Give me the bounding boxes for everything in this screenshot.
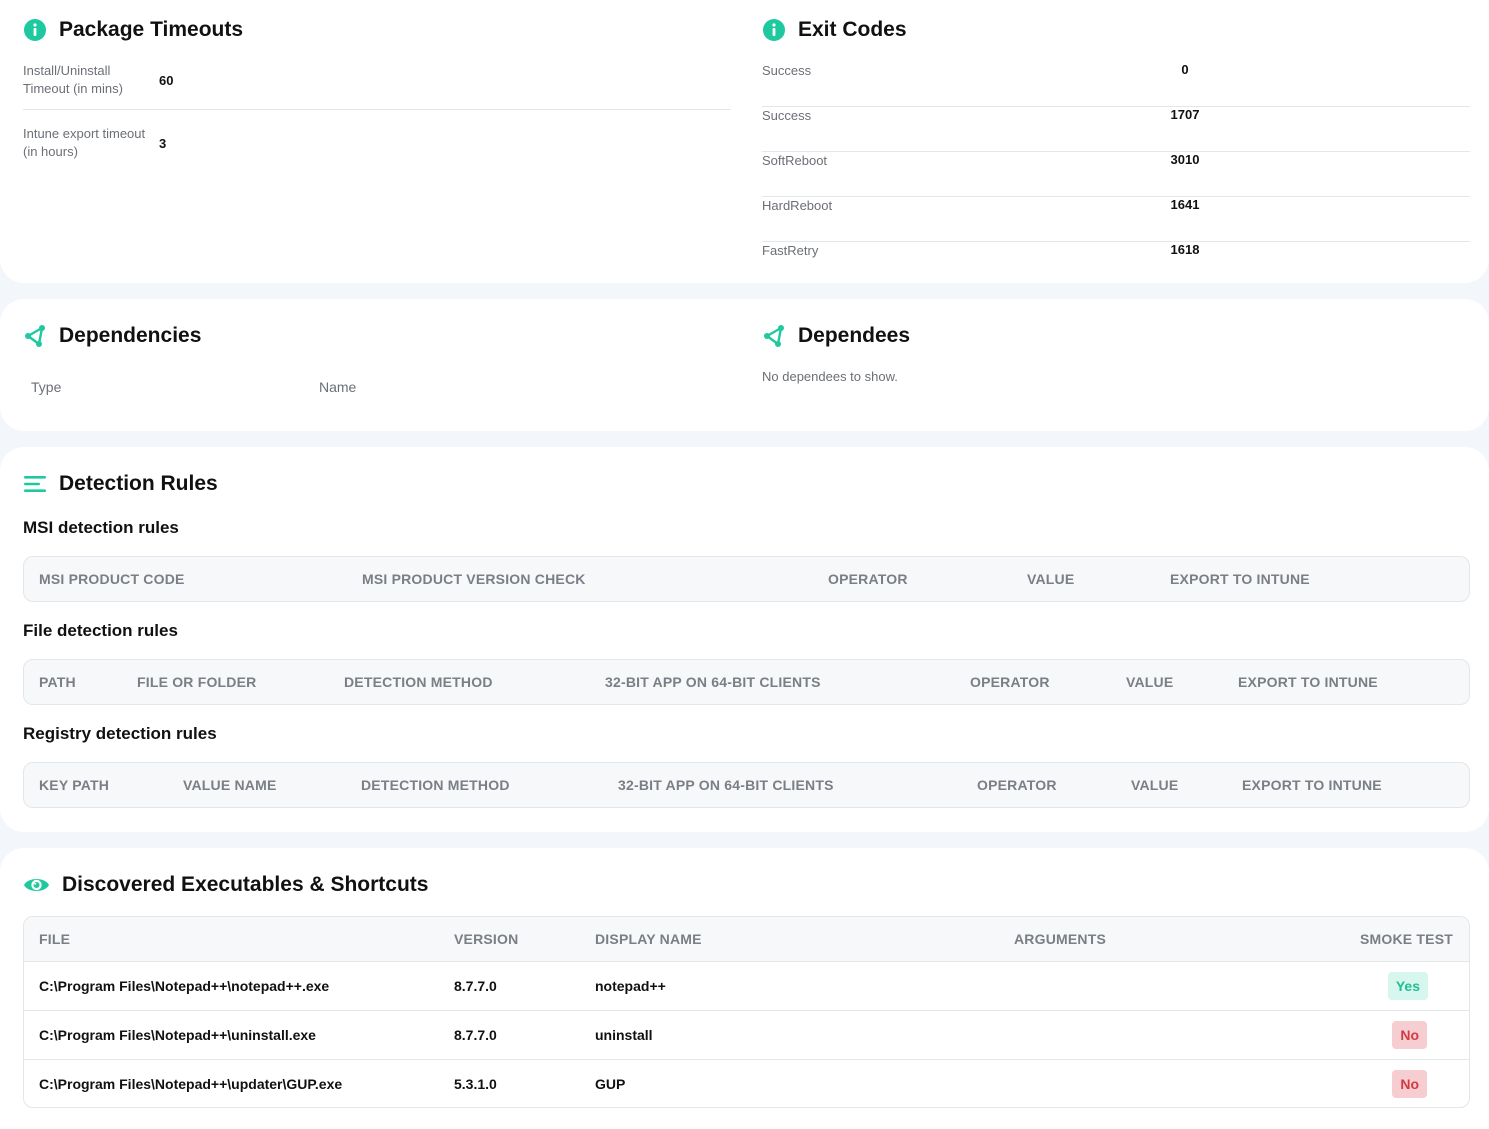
- column-header-arguments[interactable]: ARGUMENTS: [1014, 931, 1107, 947]
- dependees-empty-text: No dependees to show.: [762, 369, 898, 384]
- dependencies-title: Dependencies: [23, 324, 201, 348]
- share-node-icon: [23, 324, 47, 348]
- registry-rules-table-header: KEY PATH VALUE NAME DETECTION METHOD 32-…: [23, 762, 1470, 808]
- info-icon: [762, 18, 786, 42]
- column-header: DETECTION METHOD: [361, 777, 510, 793]
- executables-title: Discovered Executables & Shortcuts: [23, 873, 428, 897]
- exit-code-label: SoftReboot: [762, 153, 828, 168]
- display-name: GUP: [595, 1076, 626, 1092]
- column-header-version[interactable]: VERSION: [454, 931, 519, 947]
- file-path: C:\Program Files\Notepad++\updater\GUP.e…: [39, 1076, 343, 1092]
- list-lines-icon: [23, 472, 47, 496]
- column-header: OPERATOR: [970, 674, 1050, 690]
- column-header: MSI PRODUCT CODE: [39, 571, 185, 587]
- detection-rules-title: Detection Rules: [23, 472, 218, 496]
- executables-table: FILE VERSION DISPLAY NAME ARGUMENTS SMOK…: [23, 916, 1470, 1108]
- timeouts-exit-codes-card: [0, 0, 1489, 283]
- file-path: C:\Program Files\Notepad++\notepad++.exe: [39, 978, 330, 994]
- smoke-test-badge[interactable]: Yes: [1387, 972, 1428, 1000]
- executables-title-text: Discovered Executables & Shortcuts: [62, 873, 429, 896]
- exit-code-label: Success: [762, 63, 812, 78]
- column-header: VALUE: [1126, 674, 1174, 690]
- exit-code-value: 0: [1181, 62, 1189, 77]
- table-row[interactable]: C:\Program Files\Notepad++\uninstall.exe…: [24, 1010, 1469, 1059]
- exit-code-label: HardReboot: [762, 198, 833, 213]
- column-header: 32-BIT APP ON 64-BIT CLIENTS: [618, 777, 834, 793]
- timeout-row: Intune export timeout (in hours) 3: [23, 125, 731, 161]
- exit-codes-title-text: Exit Codes: [798, 18, 907, 41]
- registry-rules-title: Registry detection rules: [23, 724, 217, 743]
- column-header: VALUE NAME: [183, 777, 277, 793]
- exit-code-row: FastRetry 1618: [762, 242, 1470, 287]
- smoke-test-badge[interactable]: No: [1392, 1070, 1427, 1098]
- detection-rules-title-text: Detection Rules: [59, 472, 218, 495]
- package-timeouts-title-text: Package Timeouts: [59, 18, 244, 41]
- column-header: EXPORT TO INTUNE: [1170, 571, 1310, 587]
- package-timeouts-title: Package Timeouts: [23, 18, 243, 42]
- share-node-icon: [762, 324, 786, 348]
- timeout-value: 3: [159, 135, 167, 151]
- version: 8.7.7.0: [454, 978, 497, 994]
- divider: [23, 109, 731, 110]
- file-rules-table-header: PATH FILE OR FOLDER DETECTION METHOD 32-…: [23, 659, 1470, 705]
- column-header: OPERATOR: [977, 777, 1057, 793]
- dependees-title-text: Dependees: [798, 324, 911, 347]
- dependencies-card: [0, 299, 1489, 431]
- column-header: VALUE: [1027, 571, 1075, 587]
- column-header-type: Type: [31, 379, 62, 395]
- version: 8.7.7.0: [454, 1027, 497, 1043]
- column-header-name: Name: [319, 379, 357, 395]
- column-header: VALUE: [1131, 777, 1179, 793]
- column-header-smoke-test[interactable]: SMOKE TEST: [1359, 931, 1453, 947]
- exit-code-value: 1707: [1170, 107, 1200, 122]
- table-row[interactable]: C:\Program Files\Notepad++\updater\GUP.e…: [24, 1059, 1469, 1107]
- exit-code-label: Success: [762, 108, 812, 123]
- timeout-value: 60: [159, 72, 174, 88]
- exit-code-row: SoftReboot 3010: [762, 152, 1470, 197]
- executables-table-header: FILE VERSION DISPLAY NAME ARGUMENTS SMOK…: [24, 917, 1469, 961]
- column-header-file[interactable]: FILE: [39, 931, 71, 947]
- smoke-test-badge[interactable]: No: [1392, 1021, 1427, 1049]
- exit-codes-title: Exit Codes: [762, 18, 907, 42]
- column-header: FILE OR FOLDER: [137, 674, 257, 690]
- exit-code-value: 3010: [1170, 152, 1200, 167]
- column-header: MSI PRODUCT VERSION CHECK: [362, 571, 586, 587]
- exit-code-value: 1641: [1170, 197, 1200, 212]
- version: 5.3.1.0: [454, 1076, 497, 1092]
- dependencies-title-text: Dependencies: [59, 324, 202, 347]
- file-rules-title: File detection rules: [23, 621, 178, 640]
- exit-code-row: Success 0: [762, 62, 1470, 107]
- column-header: EXPORT TO INTUNE: [1242, 777, 1382, 793]
- file-path: C:\Program Files\Notepad++\uninstall.exe: [39, 1027, 316, 1043]
- msi-rules-table-header: MSI PRODUCT CODE MSI PRODUCT VERSION CHE…: [23, 556, 1470, 602]
- column-header-display-name[interactable]: DISPLAY NAME: [595, 931, 702, 947]
- timeout-row: Install/Uninstall Timeout (in mins) 60: [23, 62, 731, 98]
- timeout-label: Intune export timeout (in hours): [23, 126, 146, 159]
- column-header: DETECTION METHOD: [344, 674, 493, 690]
- column-header: EXPORT TO INTUNE: [1238, 674, 1378, 690]
- exit-code-label: FastRetry: [762, 243, 819, 258]
- timeout-label: Install/Uninstall Timeout (in mins): [23, 63, 123, 96]
- display-name: uninstall: [595, 1027, 653, 1043]
- exit-code-value: 1618: [1170, 242, 1200, 257]
- dependees-title: Dependees: [762, 324, 910, 348]
- exit-code-row: Success 1707: [762, 107, 1470, 152]
- info-icon: [23, 18, 47, 42]
- eye-icon: [23, 873, 50, 897]
- exit-code-row: HardReboot 1641: [762, 197, 1470, 242]
- column-header: PATH: [39, 674, 76, 690]
- msi-rules-title: MSI detection rules: [23, 518, 179, 537]
- table-row[interactable]: C:\Program Files\Notepad++\notepad++.exe…: [24, 961, 1469, 1010]
- column-header: 32-BIT APP ON 64-BIT CLIENTS: [605, 674, 821, 690]
- column-header: KEY PATH: [39, 777, 110, 793]
- display-name: notepad++: [595, 978, 666, 994]
- column-header: OPERATOR: [828, 571, 908, 587]
